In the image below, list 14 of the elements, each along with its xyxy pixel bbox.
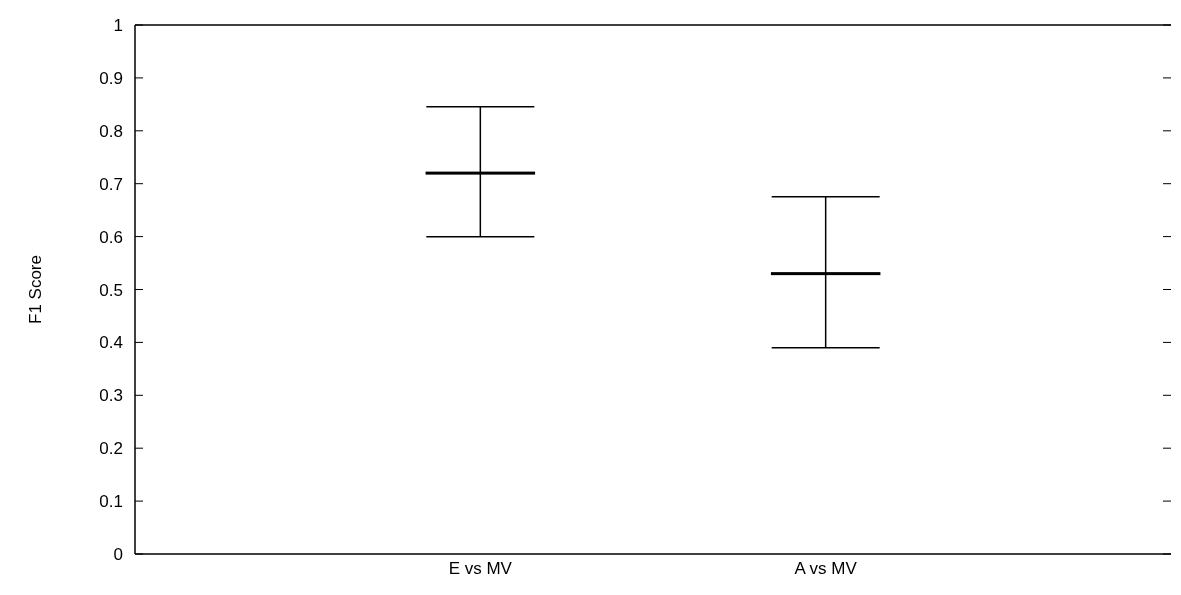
y-tick-label: 0.4 — [99, 333, 123, 353]
y-tick-label: 0.2 — [99, 439, 123, 459]
x-tick-label: E vs MV — [448, 559, 513, 579]
y-tick-label: 0.6 — [99, 227, 123, 247]
y-tick-label: 0.1 — [99, 492, 123, 512]
y-tick-label: 0.3 — [99, 386, 123, 406]
x-tick-label: A vs MV — [794, 559, 858, 579]
y-tick-label: 0.9 — [99, 68, 123, 88]
y-tick-label: 0.7 — [99, 174, 123, 194]
y-tick-label: 1 — [113, 16, 123, 36]
y-tick-label: 0.8 — [99, 121, 123, 141]
y-tick-label: 0 — [113, 545, 123, 565]
y-axis-title: F1 Score — [26, 255, 46, 324]
y-tick-label: 0.5 — [99, 280, 123, 300]
